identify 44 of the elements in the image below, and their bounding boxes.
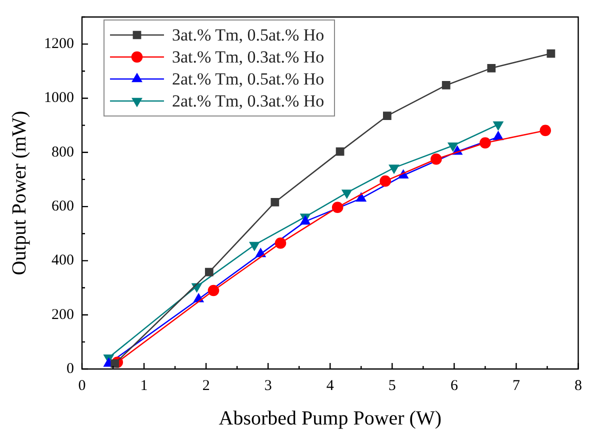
x-axis-title: Absorbed Pump Power (W): [218, 407, 442, 430]
y-tick-label: 1000: [44, 90, 74, 106]
point: [546, 49, 556, 58]
point: [430, 154, 442, 165]
point: [480, 137, 491, 149]
point: [332, 202, 344, 213]
x-tick-label: 3: [264, 378, 272, 394]
legend-label: 3at.% Tm, 0.3at.% Ho: [172, 47, 324, 66]
y-axis-title: Output Power (mW): [8, 110, 30, 276]
y-tick-label: 600: [52, 198, 74, 214]
point: [493, 121, 504, 130]
point: [487, 64, 496, 72]
point: [448, 142, 458, 152]
point: [204, 268, 214, 276]
point: [336, 147, 344, 156]
y-tick-label: 0: [66, 360, 74, 377]
point: [493, 131, 504, 140]
point: [342, 190, 352, 198]
x-tick-label: 6: [450, 378, 458, 394]
y-tick-label: 400: [52, 252, 74, 269]
y-tick-label: 200: [52, 306, 74, 323]
legend-label: 3at.% Tm, 0.5at.% Ho: [172, 25, 324, 44]
legend-label: 2at.% Tm, 0.5at.% Ho: [172, 69, 324, 88]
point: [380, 175, 391, 187]
y-tick-label: 1200: [44, 36, 74, 52]
x-tick-label: 2: [202, 378, 210, 394]
x-tick-label: 7: [512, 378, 520, 394]
point: [356, 192, 366, 202]
point: [274, 237, 286, 249]
x-tick-label: 1: [140, 378, 148, 394]
legend-label: 2at.% Tm, 0.3at.% Ho: [172, 91, 324, 110]
point: [208, 284, 220, 296]
point: [249, 242, 260, 251]
point: [383, 112, 392, 120]
point: [442, 81, 450, 90]
point: [540, 124, 552, 136]
x-tick-label: 0: [78, 378, 86, 394]
x-tick-label: 5: [388, 378, 396, 394]
point: [270, 198, 280, 206]
x-tick-label: 4: [326, 378, 334, 394]
point: [110, 359, 120, 368]
y-tick-label: 800: [52, 144, 74, 160]
x-tick-label: 8: [574, 378, 582, 394]
point: [389, 164, 399, 174]
